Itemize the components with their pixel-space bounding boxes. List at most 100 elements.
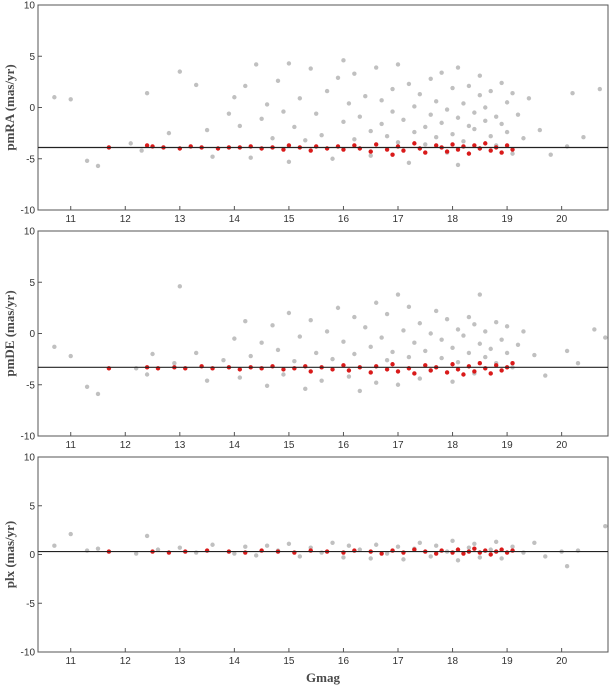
field-star-point	[204, 127, 210, 133]
x-tick-label: 17	[392, 440, 404, 451]
field-star-point	[450, 538, 455, 544]
field-star-point	[412, 129, 417, 135]
field-star-point	[177, 69, 183, 74]
member-star-point	[444, 370, 450, 375]
field-star-point	[346, 543, 352, 548]
field-star-point	[406, 160, 412, 166]
field-star-point	[504, 324, 510, 329]
field-star-point	[52, 95, 57, 100]
field-star-point	[450, 379, 455, 384]
field-star-point	[499, 121, 504, 127]
field-star-point	[384, 357, 390, 363]
field-star-point	[368, 556, 373, 561]
field-star-point	[493, 539, 499, 545]
field-star-point	[226, 111, 232, 116]
field-star-point	[384, 134, 390, 139]
field-star-point	[373, 380, 379, 385]
field-star-point	[363, 325, 368, 330]
y-axis-title: pmRA (mas/yr)	[2, 64, 17, 150]
member-star-point	[384, 367, 390, 372]
field-star-point	[270, 136, 275, 141]
member-star-point	[472, 546, 477, 551]
x-tick-label: 14	[229, 214, 241, 225]
field-star-point	[423, 124, 428, 130]
field-star-point	[330, 540, 335, 545]
member-star-point	[308, 148, 313, 153]
field-star-point	[488, 88, 493, 94]
field-star-point	[133, 551, 139, 556]
field-star-point	[439, 355, 444, 361]
field-star-point	[450, 131, 455, 137]
field-star-point	[543, 554, 548, 559]
field-star-point	[477, 555, 483, 560]
x-tick-label: 16	[338, 656, 350, 667]
field-star-point	[177, 545, 183, 550]
member-star-point	[412, 141, 417, 146]
member-star-point	[308, 369, 313, 374]
x-tick-label: 13	[174, 440, 186, 451]
field-star-point	[483, 118, 488, 124]
y-axis-title: pmDE (mas/yr)	[2, 290, 17, 376]
field-star-point	[297, 96, 303, 101]
field-star-point	[433, 99, 439, 104]
y-tick-label: -10	[21, 206, 36, 217]
member-star-point	[341, 147, 346, 152]
member-star-point	[384, 147, 390, 152]
member-star-point	[461, 372, 466, 377]
field-star-point	[286, 541, 292, 546]
field-star-point	[504, 129, 510, 135]
field-star-point	[52, 344, 57, 350]
field-star-point	[488, 547, 493, 552]
field-star-point	[193, 82, 199, 88]
field-star-point	[406, 354, 412, 360]
field-star-point	[401, 557, 406, 562]
field-star-point	[450, 85, 455, 91]
member-star-point	[412, 547, 417, 552]
field-star-point	[395, 382, 401, 387]
field-star-point	[286, 310, 292, 316]
x-tick-label: 14	[229, 656, 241, 667]
field-star-point	[68, 531, 73, 537]
field-star-point	[204, 378, 210, 383]
field-star-point	[401, 328, 406, 333]
field-star-point	[433, 135, 439, 140]
member-star-point	[510, 361, 515, 366]
field-star-point	[504, 100, 510, 105]
plot-frame	[37, 4, 609, 211]
field-star-point	[379, 121, 384, 127]
field-star-point	[357, 388, 363, 394]
field-star-point	[384, 551, 390, 556]
field-star-point	[346, 374, 352, 379]
field-star-point	[417, 376, 423, 381]
field-star-point	[324, 88, 330, 94]
field-star-point	[303, 138, 308, 143]
field-star-point	[297, 334, 303, 339]
field-star-point	[68, 353, 73, 359]
field-star-point	[368, 128, 373, 134]
x-tick-label: 13	[174, 656, 186, 667]
member-star-point	[455, 547, 461, 552]
field-star-point	[472, 110, 477, 115]
field-star-point	[521, 329, 526, 334]
field-star-point	[341, 119, 346, 125]
field-star-point	[352, 71, 357, 76]
y-tick-label: -5	[26, 154, 35, 165]
field-star-point	[395, 62, 401, 67]
y-tick-label: 0	[29, 103, 35, 114]
field-star-point	[379, 335, 384, 340]
field-star-point	[324, 329, 330, 334]
field-star-point	[428, 76, 433, 82]
member-star-point	[488, 552, 493, 557]
field-star-point	[384, 311, 390, 317]
field-star-point	[417, 91, 423, 97]
y-tick-label: 10	[24, 227, 36, 238]
x-tick-label: 15	[283, 656, 295, 667]
field-star-point	[477, 93, 483, 98]
member-star-point	[450, 142, 455, 147]
x-tick-label: 19	[502, 440, 514, 451]
field-star-point	[390, 86, 395, 92]
field-star-point	[455, 360, 461, 365]
field-star-point	[439, 337, 444, 342]
field-star-point	[472, 541, 477, 546]
x-tick-label: 13	[174, 214, 186, 225]
